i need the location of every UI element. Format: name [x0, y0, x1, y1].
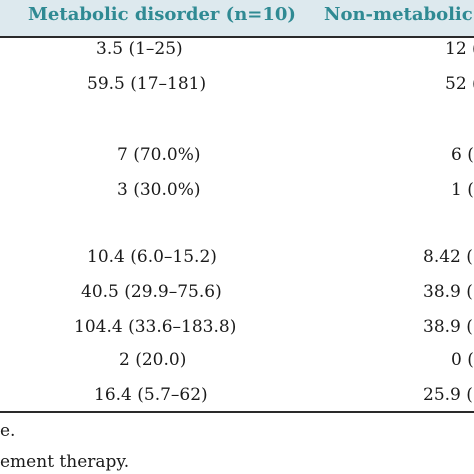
table-top-rule [0, 36, 474, 38]
table-cell-nonmetabolic: 6 ( [451, 145, 474, 165]
table-cell-nonmetabolic: 1 ( [451, 180, 474, 200]
table-cell-metabolic: 104.4 (33.6–183.8) [74, 317, 237, 337]
column-header-metabolic: Metabolic disorder (n=10) [28, 4, 296, 25]
table-cell-metabolic: 10.4 (6.0–15.2) [87, 247, 217, 267]
table-cell-metabolic: 16.4 (5.7–62) [94, 385, 208, 405]
table-cell-nonmetabolic: 12 ( [445, 39, 474, 59]
table-bottom-rule [0, 411, 474, 413]
table-cell-metabolic: 59.5 (17–181) [87, 74, 207, 94]
table-cell-metabolic: 40.5 (29.9–75.6) [81, 282, 222, 302]
table-cell-nonmetabolic: 25.9 ( [423, 385, 473, 405]
footnote: e. [0, 421, 16, 441]
table-cell-metabolic: 7 (70.0%) [117, 145, 201, 165]
footnote: ement therapy. [0, 452, 130, 472]
table-cell-metabolic: 3.5 (1–25) [96, 39, 183, 59]
table-cell-nonmetabolic: 0 ( [451, 350, 474, 370]
table-cell-nonmetabolic: 8.42 ( [423, 247, 473, 267]
table-header: Metabolic disorder (n=10) Non-metabolic [0, 0, 474, 36]
table-cell-metabolic: 2 (20.0) [119, 350, 187, 370]
table-cell-metabolic: 3 (30.0%) [117, 180, 201, 200]
table-cell-nonmetabolic: 52 ( [445, 74, 474, 94]
table-cell-nonmetabolic: 38.9 ( [423, 317, 473, 337]
column-header-nonmetabolic: Non-metabolic [324, 4, 473, 25]
table-cell-nonmetabolic: 38.9 ( [423, 282, 473, 302]
